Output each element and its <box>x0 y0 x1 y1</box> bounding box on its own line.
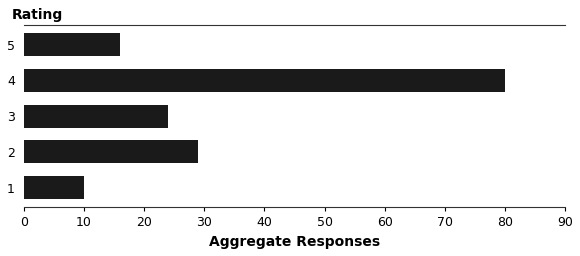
Bar <box>24 140 198 164</box>
Bar <box>24 104 168 128</box>
Bar <box>24 69 505 92</box>
X-axis label: Aggregate Responses: Aggregate Responses <box>209 235 380 249</box>
Text: Rating: Rating <box>12 8 63 22</box>
Bar <box>24 176 84 199</box>
Bar <box>24 33 120 56</box>
